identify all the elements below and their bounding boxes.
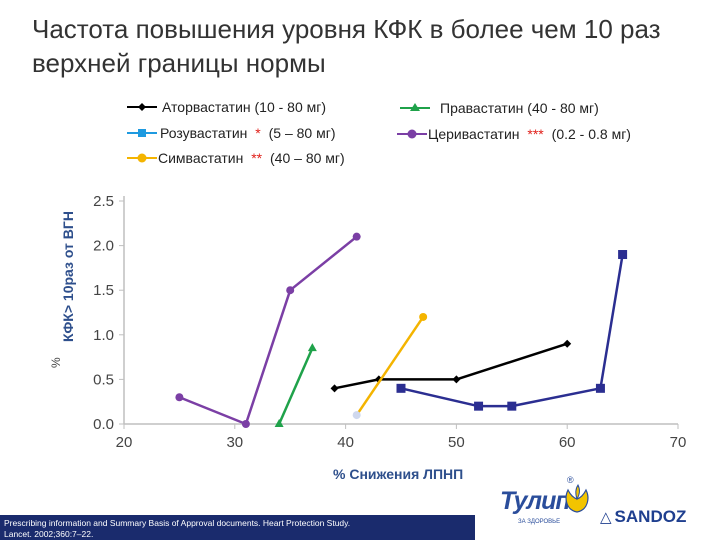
y-axis-title: КФК> 10раз от ВГН: [60, 211, 76, 342]
series-pravastatin: [274, 343, 317, 427]
data-point-rosuvastatin: [396, 383, 406, 393]
x-tick-label: 50: [448, 434, 465, 451]
x-tick-label: 30: [226, 434, 243, 451]
legend-dose-rosuvastatin: (5 – 80 мг): [269, 125, 336, 141]
tulip-registered-mark: ®: [567, 475, 574, 485]
y-tick-label: 0.5: [93, 371, 114, 388]
y-tick-label: 1.0: [93, 327, 114, 344]
x-tick-label: 70: [670, 434, 687, 451]
data-point-simvastatin: [352, 411, 361, 420]
series-simvastatin: [352, 312, 428, 420]
data-point-atorvastatin: [452, 375, 461, 384]
series-line-pravastatin: [277, 347, 314, 425]
data-point-cerivastatin: [175, 393, 184, 402]
x-tick-label: 20: [116, 434, 133, 451]
data-point-rosuvastatin: [507, 401, 517, 411]
footnote-line-1: Prescribing information and Summary Basi…: [4, 518, 351, 528]
series-layer: [175, 232, 628, 428]
legend-label-pravastatin: Правастатин (40 - 80 мг): [440, 100, 599, 116]
footer-band: [0, 515, 475, 540]
y-tick-label: 2.5: [93, 193, 114, 210]
y-tick-label: 2.0: [93, 238, 114, 255]
y-tick-label: 0.0: [93, 416, 114, 433]
legend-item-pravastatin: Правастатин (40 - 80 мг): [400, 100, 599, 116]
tulip-flower-icon: [565, 484, 589, 513]
series-cerivastatin: [175, 232, 361, 428]
legend-item-simvastatin: Симвастатин ** (40 – 80 мг): [127, 150, 345, 166]
legend-label-atorvastatin: Аторвастатин (10 - 80 мг): [162, 99, 326, 115]
legend-label-rosuvastatin: Розувастатин: [160, 125, 247, 141]
y-axis-unit: %: [49, 357, 63, 368]
series-line-atorvastatin: [334, 342, 568, 390]
tulip-logo-subtitle: ЗА ЗДОРОВЬЕ: [518, 519, 561, 525]
data-point-simvastatin: [419, 312, 428, 321]
x-tick-label: 40: [337, 434, 354, 451]
series-rosuvastatin: [396, 250, 628, 411]
sandoz-mark-icon: △: [600, 509, 612, 526]
legend-label-cerivastatin: Церивастатин: [428, 126, 520, 142]
data-point-cerivastatin: [241, 420, 250, 428]
data-point-rosuvastatin: [618, 250, 628, 260]
data-point-rosuvastatin: [474, 401, 484, 411]
y-tick-label: 1.5: [93, 282, 114, 299]
legend: Аторвастатин (10 - 80 мг) Розувастатин *…: [127, 99, 631, 166]
data-point-atorvastatin: [330, 384, 339, 393]
data-point-rosuvastatin: [595, 383, 605, 393]
legend-item-rosuvastatin: Розувастатин * (5 – 80 мг): [127, 125, 336, 141]
legend-dose-simvastatin: (40 – 80 мг): [270, 150, 345, 166]
legend-label-simvastatin: Симвастатин: [158, 150, 243, 166]
svg-text:Симвастатин **: Симвастатин ** (40 – 80 мг): [158, 150, 345, 166]
legend-note-rosuvastatin: *: [255, 125, 261, 141]
svg-text:Церивастатин ***: Церивастатин *** (0.2 - 0.8 мг): [428, 126, 631, 142]
legend-note-simvastatin: **: [251, 150, 262, 166]
data-point-cerivastatin: [352, 232, 361, 241]
legend-note-cerivastatin: ***: [527, 126, 544, 142]
data-point-pravastatin: [307, 343, 317, 352]
x-tick-label: 60: [559, 434, 576, 451]
series-line-cerivastatin: [178, 235, 358, 426]
slide-title: Частота повышения уровня КФК в более чем…: [32, 14, 661, 78]
sandoz-logo-text: SANDOZ: [614, 507, 687, 526]
legend-item-cerivastatin: Церивастатин *** (0.2 - 0.8 мг): [397, 126, 631, 142]
sandoz-logo: △ SANDOZ: [600, 507, 686, 527]
series-line-simvastatin: [355, 316, 425, 416]
legend-dose-cerivastatin: (0.2 - 0.8 мг): [552, 126, 631, 142]
data-point-pravastatin: [274, 419, 284, 427]
svg-text:Розувастатин *: Розувастатин * (5 – 80 мг): [160, 125, 336, 141]
series-line-rosuvastatin: [400, 254, 624, 408]
series-atorvastatin: [330, 339, 572, 393]
data-point-atorvastatin: [563, 339, 572, 348]
footnote-line-2: Lancet. 2002;360:7–22.: [4, 529, 94, 539]
legend-item-atorvastatin: Аторвастатин (10 - 80 мг): [127, 99, 326, 115]
tulip-logo-text: Тулип: [500, 487, 571, 515]
axes: 0.0 0.5 1.0 1.5 2.0 2.5 20 30 40 50 60 70: [93, 193, 686, 451]
x-axis-title: % Снижения ЛПНП: [333, 466, 463, 482]
data-point-cerivastatin: [286, 286, 295, 295]
